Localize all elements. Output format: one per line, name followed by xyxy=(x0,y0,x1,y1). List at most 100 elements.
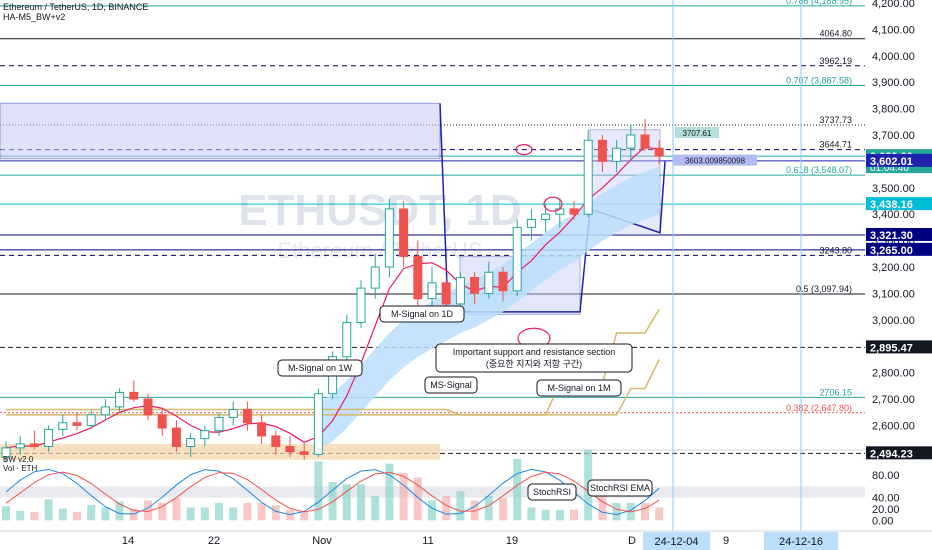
candle xyxy=(86,409,96,429)
price-tick-label: 3,500.00 xyxy=(872,183,915,195)
price-tick-label: 3,900.00 xyxy=(872,77,915,89)
time-tick-label: 14 xyxy=(122,535,134,547)
price-badge-sub-0: 01:04:40 xyxy=(870,163,909,174)
volume-bar xyxy=(641,502,649,521)
volume-bar xyxy=(314,461,323,521)
candle-body xyxy=(1,447,11,458)
callout-ms-signal: MS-Signal xyxy=(424,376,478,394)
volume-bar xyxy=(342,484,351,521)
level-label-1: 4064.80 xyxy=(819,29,852,39)
candle xyxy=(143,393,153,421)
candle xyxy=(299,441,309,460)
candle-body xyxy=(427,282,437,300)
candle xyxy=(115,388,125,413)
candle-body xyxy=(242,409,252,424)
candle xyxy=(214,412,224,436)
volume-bar xyxy=(158,502,167,521)
candle-body xyxy=(58,422,68,430)
candle-body xyxy=(342,321,352,358)
callout-m-signal-1w: M-Signal on 1W xyxy=(277,359,363,377)
level-label-3: 0.707 (3,887.58) xyxy=(786,75,852,85)
candle xyxy=(356,280,366,328)
candle-body xyxy=(441,282,451,305)
candle xyxy=(569,201,579,220)
candle xyxy=(171,420,181,452)
oscillator-tick-label: 20.00 xyxy=(872,504,900,516)
price-tick-label: 2,800.00 xyxy=(872,368,915,380)
price-tick-label: 2,600.00 xyxy=(872,420,915,432)
candle xyxy=(29,430,39,450)
candle xyxy=(186,433,196,458)
marker-circle-mid xyxy=(543,196,563,212)
volume-bar xyxy=(513,458,522,521)
volume-bar xyxy=(101,507,110,521)
candle-body xyxy=(526,218,536,228)
candle-body xyxy=(484,271,494,294)
price-tick-label: 3,000.00 xyxy=(872,315,915,327)
price-badge-text-3: 3,321.30 xyxy=(870,230,913,242)
callout-m-signal-1d: M-Signal on 1D xyxy=(379,305,465,323)
candle-body xyxy=(228,409,238,418)
volume-bar xyxy=(16,510,25,521)
callout-stoch-rsi-box xyxy=(527,483,577,501)
candle-body xyxy=(100,406,110,416)
candle-body xyxy=(115,391,125,408)
candle-body xyxy=(171,427,181,448)
price-badge-text-4: 3,265.00 xyxy=(870,245,913,257)
level-label-5: 3644.71 xyxy=(819,140,852,150)
callout-stoch-rsi-ema: StochRSI EMA xyxy=(587,479,653,497)
tag-3707-bg xyxy=(675,126,719,138)
candle xyxy=(470,272,480,304)
volume-bar xyxy=(186,507,195,521)
candle-body xyxy=(612,147,622,162)
level-label-7: 3243.80 xyxy=(819,245,852,255)
candle-body xyxy=(44,428,54,448)
candle-body xyxy=(569,208,579,215)
candle xyxy=(285,435,295,458)
callout-m-signal-1d-text: M-Signal on 1D xyxy=(391,309,454,319)
volume-bar xyxy=(229,507,238,521)
time-tick-label: Nov xyxy=(312,535,332,547)
candle-body xyxy=(186,438,196,448)
candle-body xyxy=(370,266,380,289)
candle-body xyxy=(555,208,565,215)
price-tick-label: 4,200.00 xyxy=(872,0,915,10)
volume-bar xyxy=(300,512,309,521)
time-highlight-label-0: 24-12-04 xyxy=(654,536,698,548)
callout-stoch-rsi-ema-box xyxy=(587,479,653,497)
volume-bar xyxy=(385,463,394,521)
tag-3603-text: 3603.009850098 xyxy=(685,157,746,166)
candle xyxy=(271,430,281,455)
candle-body xyxy=(541,213,551,220)
volume-bar xyxy=(598,495,607,521)
candle xyxy=(498,267,508,302)
volume-bar xyxy=(456,491,465,521)
candle-body xyxy=(512,226,522,292)
candle-body xyxy=(470,277,480,294)
price-badge-bg-2 xyxy=(866,197,932,211)
candle xyxy=(654,140,664,165)
price-badge-text-1: 3,602.01 xyxy=(870,156,913,168)
price-tick-label: 3,100.00 xyxy=(872,288,915,300)
oscillator-tick-label: 0.00 xyxy=(872,515,893,527)
candle xyxy=(583,129,593,217)
price-badge-bg-1 xyxy=(866,153,932,167)
candle-body xyxy=(72,422,82,426)
candle xyxy=(384,198,394,278)
callout-support-resistance-text: (중요한 지지와 저항 구간) xyxy=(486,358,582,369)
candle xyxy=(15,435,25,455)
candle-body xyxy=(597,139,607,162)
callout-stoch-rsi: StochRSI xyxy=(527,483,577,501)
volume-bar xyxy=(612,502,621,521)
candle xyxy=(72,412,82,431)
volume-bar xyxy=(357,484,365,521)
oscillator-mid-band xyxy=(0,486,865,498)
callout-stoch-rsi-text: StochRSI xyxy=(533,487,571,497)
price-badge-bg-4 xyxy=(866,242,932,256)
candle-body xyxy=(356,287,366,323)
watermark-ticker: ETHUSDT, 1D xyxy=(238,186,522,235)
callout-m-signal-1w-box xyxy=(277,359,363,377)
level-label-9: 2706.15 xyxy=(819,387,852,397)
candle xyxy=(100,399,110,421)
